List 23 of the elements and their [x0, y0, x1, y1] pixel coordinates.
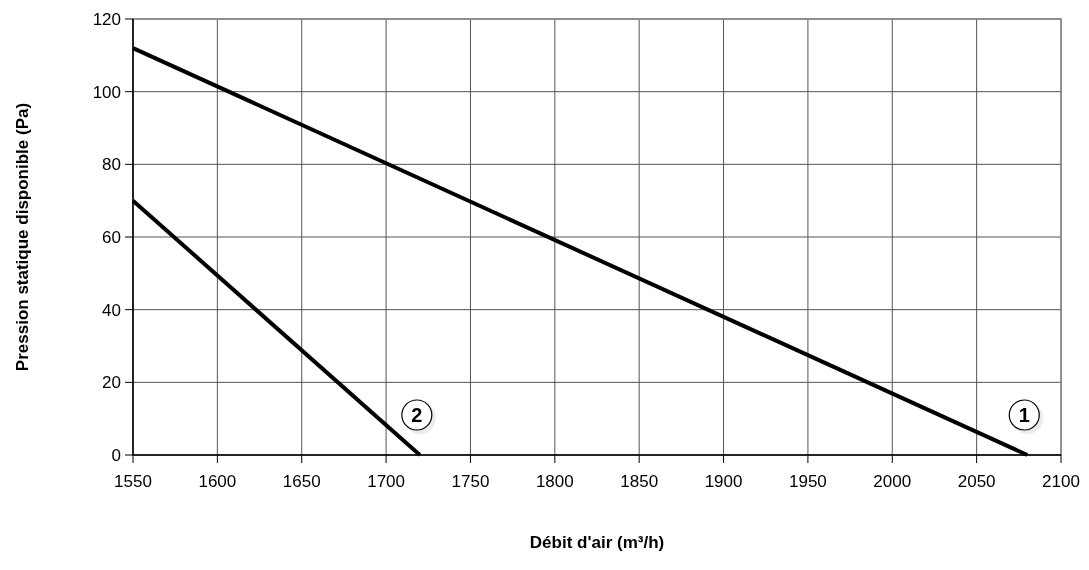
x-tick-label: 1700 [367, 472, 405, 491]
y-tick-label: 100 [92, 82, 121, 102]
y-tick-label: 80 [102, 155, 121, 175]
x-tick-label: 1850 [620, 472, 659, 491]
x-tick-label: 2050 [957, 472, 996, 491]
x-tick-label: 2100 [1042, 472, 1080, 491]
series-label: 2 [411, 404, 423, 426]
x-tick-label: 1800 [535, 472, 574, 491]
y-tick-label: 40 [102, 300, 121, 320]
x-tick-label: 1950 [789, 472, 827, 491]
x-tick-label: 1900 [704, 472, 743, 491]
x-tick-label: 1750 [451, 472, 490, 491]
x-tick-label: 2000 [873, 472, 912, 491]
x-tick-label: 1600 [198, 472, 237, 491]
x-tick-label: 1550 [114, 472, 152, 491]
x-axis-title: Débit d'air (m³/h) [529, 533, 665, 552]
series-label: 1 [1018, 404, 1030, 426]
x-tick-label: 1650 [282, 472, 321, 491]
y-tick-label: 60 [102, 228, 121, 247]
y-tick-label: 20 [102, 373, 121, 393]
y-tick-label: 120 [92, 10, 121, 29]
y-axis-title: Pression statique disponible (Pa) [13, 102, 32, 372]
y-tick-label: 0 [111, 446, 121, 465]
